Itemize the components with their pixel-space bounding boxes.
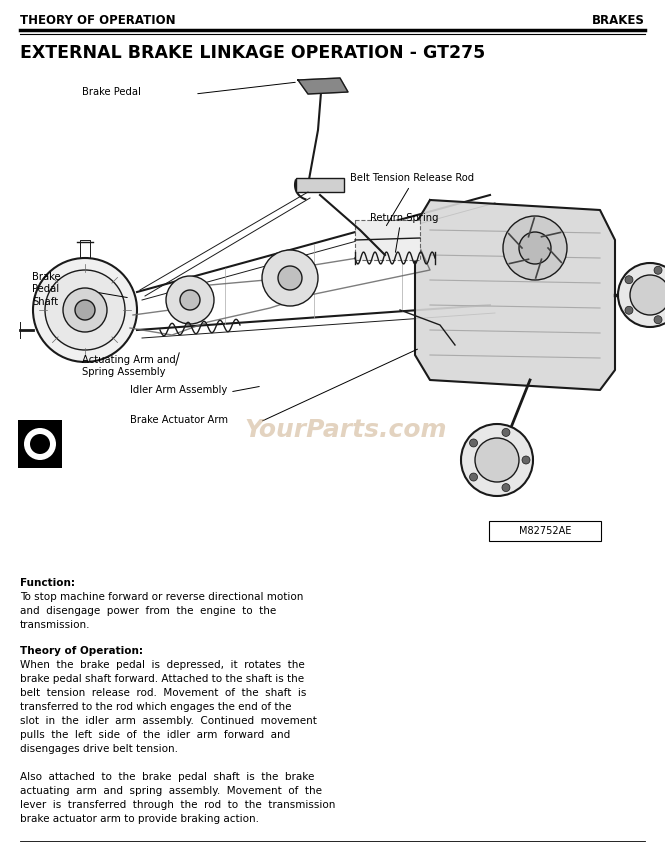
Circle shape (654, 266, 662, 274)
Text: Function:: Function: (20, 578, 75, 588)
Circle shape (75, 300, 95, 320)
Text: BRAKES: BRAKES (592, 14, 645, 27)
Circle shape (33, 258, 137, 362)
Circle shape (30, 434, 50, 454)
Circle shape (625, 276, 633, 283)
Circle shape (522, 456, 530, 464)
Circle shape (166, 276, 214, 324)
Text: To stop machine forward or reverse directional motion
and  disengage  power  fro: To stop machine forward or reverse direc… (20, 592, 303, 630)
Circle shape (278, 266, 302, 290)
Text: Return Spring: Return Spring (370, 213, 438, 223)
Polygon shape (415, 200, 615, 390)
Circle shape (475, 438, 519, 482)
Circle shape (503, 216, 567, 280)
Bar (18, 420, 62, 468)
Text: THEORY OF OPERATION: THEORY OF OPERATION (20, 14, 176, 27)
Circle shape (618, 263, 665, 327)
Circle shape (502, 484, 510, 491)
Text: M82752AE: M82752AE (519, 526, 571, 536)
Text: Also  attached  to  the  brake  pedal  shaft  is  the  brake
actuating  arm  and: Also attached to the brake pedal shaft i… (20, 772, 335, 824)
Circle shape (63, 288, 107, 332)
FancyBboxPatch shape (489, 521, 601, 541)
Circle shape (654, 316, 662, 324)
Text: When  the  brake  pedal  is  depressed,  it  rotates  the
brake pedal shaft forw: When the brake pedal is depressed, it ro… (20, 660, 317, 754)
Text: Actuating Arm and
Spring Assembly: Actuating Arm and Spring Assembly (82, 355, 176, 377)
Circle shape (625, 307, 633, 314)
Text: Theory of Operation:: Theory of Operation: (20, 646, 143, 656)
Text: Idler Arm Assembly: Idler Arm Assembly (130, 385, 227, 395)
Circle shape (262, 250, 318, 306)
Circle shape (469, 473, 477, 481)
Text: YourParts.com: YourParts.com (245, 418, 447, 442)
Bar (296, 178, 344, 192)
Text: Brake Actuator Arm: Brake Actuator Arm (130, 415, 228, 425)
Text: EXTERNAL BRAKE LINKAGE OPERATION - GT275: EXTERNAL BRAKE LINKAGE OPERATION - GT275 (20, 44, 485, 62)
Circle shape (180, 290, 200, 310)
Text: Brake Pedal: Brake Pedal (82, 87, 141, 97)
Bar (355, 220, 420, 260)
Circle shape (502, 429, 510, 436)
Circle shape (461, 424, 533, 496)
Circle shape (469, 439, 477, 447)
Polygon shape (298, 78, 348, 94)
Circle shape (630, 275, 665, 315)
Circle shape (45, 270, 125, 350)
Text: Brake
Pedal
Shaft: Brake Pedal Shaft (32, 272, 61, 307)
Circle shape (519, 232, 551, 264)
Circle shape (24, 428, 56, 460)
Text: Belt Tension Release Rod: Belt Tension Release Rod (350, 173, 474, 183)
